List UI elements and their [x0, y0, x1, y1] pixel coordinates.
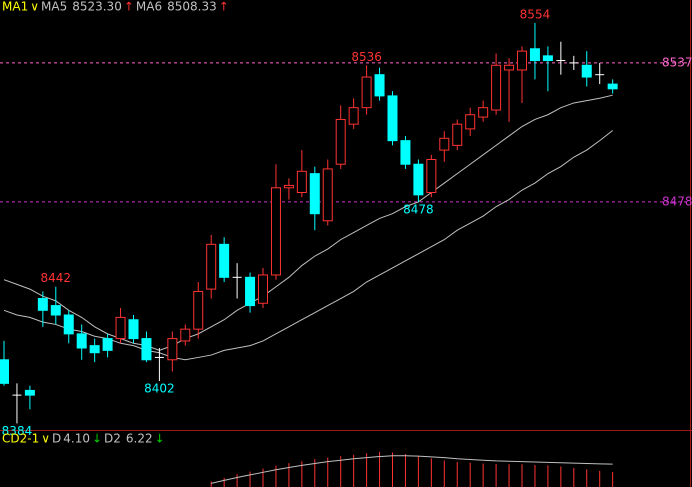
- candle-body: [128, 319, 139, 340]
- price-line-label: 8537: [662, 55, 692, 69]
- candle-body: [335, 118, 346, 165]
- candle-body: [439, 137, 450, 151]
- candle-body: [491, 64, 502, 111]
- candle-body: [283, 184, 294, 189]
- candle-body: [102, 338, 113, 351]
- ma-line: [3, 94, 613, 351]
- header-text: MA5: [41, 0, 67, 14]
- candle-body: [89, 345, 100, 354]
- candle-body: [115, 316, 126, 340]
- candle-body: [309, 173, 320, 215]
- header-text: 8523.30: [72, 0, 122, 14]
- header-text: ↑: [124, 0, 134, 14]
- extreme-label: 8442: [41, 271, 72, 285]
- candle-body: [258, 274, 268, 304]
- candle-body: [465, 114, 476, 130]
- indicator-line: [211, 455, 613, 484]
- header-text: ↑: [219, 0, 229, 14]
- header-text: D2: [104, 432, 121, 446]
- candle-body: [581, 64, 592, 78]
- header-text: 6.22: [126, 432, 153, 446]
- candle-body: [141, 338, 152, 361]
- extreme-label: 8554: [520, 7, 551, 21]
- candle-body: [180, 328, 191, 342]
- extreme-label: 8402: [144, 381, 175, 395]
- candle-body: [245, 276, 256, 307]
- candle-body: [24, 389, 35, 396]
- header-text: 8508.33: [167, 0, 217, 14]
- candle-body: [63, 314, 74, 335]
- candle-body: [517, 50, 527, 71]
- header-text: ∨: [41, 432, 50, 446]
- header-text: MA1: [2, 0, 28, 14]
- extreme-label: 8478: [403, 202, 434, 216]
- candle-body: [400, 140, 411, 165]
- candle-body: [193, 290, 204, 330]
- candle-body: [529, 48, 540, 62]
- candle-body: [0, 359, 9, 384]
- candle-body: [504, 64, 515, 71]
- header-text: CD2-1: [2, 432, 39, 446]
- header-text: MA6: [136, 0, 162, 14]
- candle-body: [387, 95, 398, 142]
- candle-body: [37, 298, 48, 311]
- extreme-label: 8536: [351, 50, 382, 64]
- candle-body: [322, 168, 333, 222]
- candle-body: [426, 159, 437, 193]
- candle-body: [219, 243, 230, 278]
- candle-body: [361, 76, 372, 109]
- candle-body: [452, 123, 463, 146]
- header-text: ∨: [30, 0, 39, 14]
- candle-body: [167, 338, 178, 361]
- candle-body: [607, 83, 618, 90]
- candle-body: [413, 163, 424, 196]
- header-text: D: [52, 432, 61, 446]
- candle-body: [296, 170, 307, 193]
- candle-body: [270, 187, 281, 276]
- header-text: 4.10: [63, 432, 90, 446]
- candle-body: [348, 107, 359, 125]
- candle-body: [374, 74, 385, 97]
- header-text: ↓: [155, 432, 165, 446]
- candle-body: [76, 333, 87, 349]
- candle-body: [542, 55, 553, 62]
- price-line-label: 8478: [662, 194, 692, 208]
- candle-body: [206, 243, 217, 290]
- candle-body: [478, 107, 489, 118]
- extreme-label: 8384: [2, 424, 33, 438]
- candle-body: [50, 305, 61, 316]
- header-text: ↓: [92, 432, 102, 446]
